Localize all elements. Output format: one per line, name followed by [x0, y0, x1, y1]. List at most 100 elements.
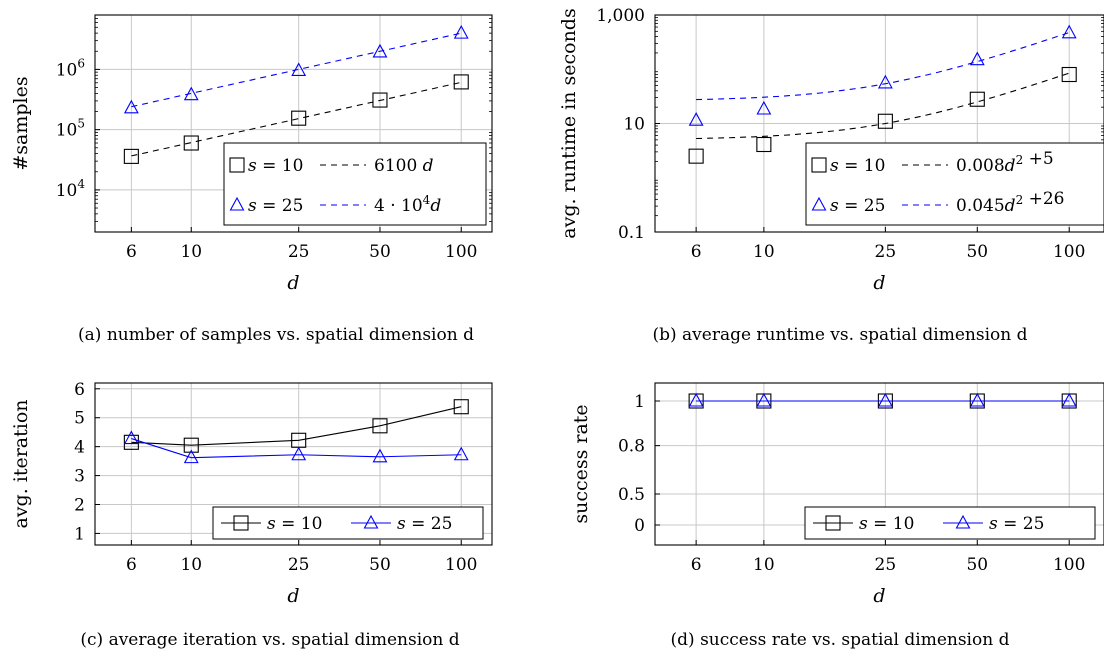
- x-tick-label: 100: [1053, 555, 1085, 575]
- legend: s = 10 s = 25: [212, 506, 484, 540]
- data-point: [453, 24, 469, 39]
- plot-frame: [94, 382, 493, 546]
- legend-label: s = 25: [397, 514, 452, 534]
- y-tick-label: 1: [74, 524, 85, 544]
- data-point: [453, 74, 469, 90]
- x-tick-label: 10: [753, 242, 775, 262]
- x-axis-label: d: [287, 272, 299, 294]
- fit-curve: [131, 32, 462, 108]
- data-point: [688, 148, 704, 164]
- data-point: [877, 74, 893, 89]
- data-point: [756, 100, 772, 115]
- data-point: [453, 399, 469, 415]
- data-point: [291, 110, 307, 126]
- y-tick-label: 1: [634, 392, 645, 412]
- panel-b-caption: (b) average runtime vs. spatial dimensio…: [652, 325, 1027, 345]
- x-tick-label: 25: [875, 555, 897, 575]
- legend-label: s = 25: [248, 196, 303, 216]
- x-tick-label: 6: [691, 555, 702, 575]
- legend-marker: [229, 196, 245, 211]
- y-tick-label: 1,000: [596, 6, 645, 26]
- x-tick-label: 50: [369, 555, 391, 575]
- data-point: [183, 437, 199, 453]
- y-tick-label: 4: [74, 438, 85, 458]
- data-point: [1061, 24, 1077, 39]
- data-point: [123, 430, 139, 445]
- x-tick-label: 50: [966, 242, 988, 262]
- plot-frame: [654, 382, 1104, 546]
- x-tick-label: 100: [445, 555, 477, 575]
- data-point: [372, 92, 388, 108]
- legend-marker: [811, 196, 827, 211]
- data-point: [123, 99, 139, 114]
- x-axis-label: d: [873, 585, 885, 607]
- data-point: [969, 51, 985, 66]
- data-point: [123, 148, 139, 164]
- data-point: [877, 113, 893, 129]
- x-tick-label: 50: [966, 555, 988, 575]
- legend-line-label: 4 · 104d: [374, 193, 441, 216]
- x-tick-label: 10: [753, 555, 775, 575]
- panel-d-caption: (d) success rate vs. spatial dimension d: [671, 630, 1010, 650]
- series-line: [131, 438, 462, 459]
- data-point: [183, 135, 199, 151]
- plot-frame: [94, 14, 493, 233]
- data-point: [453, 446, 469, 461]
- legend-label: s = 25: [989, 514, 1044, 534]
- x-axis-label: d: [873, 272, 885, 294]
- y-tick-label: 0: [634, 516, 645, 536]
- data-point: [183, 86, 199, 101]
- x-tick-label: 10: [180, 242, 202, 262]
- y-axis-label: success rate: [570, 404, 592, 523]
- legend: s = 10 s = 25: [804, 506, 1096, 540]
- legend-label: s = 10: [267, 514, 322, 534]
- data-point: [372, 418, 388, 434]
- y-tick-label: 3: [74, 467, 85, 487]
- panel-c-iteration: (c) average iteration vs. spatial dimens…: [10, 380, 493, 650]
- legend-line-label: 0.008d2 +5: [956, 149, 1054, 176]
- x-axis-label: d: [287, 585, 299, 607]
- x-tick-label: 6: [126, 555, 137, 575]
- data-point: [877, 392, 893, 407]
- legend-marker: [233, 515, 249, 531]
- y-tick-label: 104: [56, 177, 86, 201]
- y-tick-label: 2: [74, 496, 85, 516]
- y-tick-label: 0.8: [618, 437, 645, 457]
- legend-line-label: 6100 d: [374, 156, 434, 176]
- fit-curve: [696, 31, 1070, 101]
- legend-marker: [363, 514, 379, 529]
- panel-a-caption: (a) number of samples vs. spatial dimens…: [78, 325, 474, 345]
- y-axis-label: avg. runtime in seconds: [558, 8, 580, 238]
- series-line: [131, 406, 462, 446]
- data-point: [969, 392, 985, 407]
- y-tick-label: 0.5: [618, 485, 645, 505]
- data-point: [291, 62, 307, 77]
- legend-marker: [955, 514, 971, 529]
- legend-label: s = 10: [830, 156, 885, 176]
- panel-c-caption: (c) average iteration vs. spatial dimens…: [80, 630, 459, 650]
- y-tick-label: 5: [74, 409, 85, 429]
- x-tick-label: 25: [875, 242, 897, 262]
- fit-curve: [131, 81, 462, 157]
- panel-b-runtime: (b) average runtime vs. spatial dimensio…: [558, 6, 1104, 345]
- x-tick-label: 100: [445, 242, 477, 262]
- data-point: [688, 112, 704, 126]
- y-tick-label: 105: [56, 117, 85, 141]
- legend-box: [805, 142, 1104, 226]
- legend-marker: [229, 157, 245, 173]
- y-tick-label: 106: [56, 56, 85, 80]
- y-tick-label: 10: [623, 115, 645, 135]
- legend: s = 10 6100 d s = 25 4 · 104d: [223, 142, 487, 226]
- x-tick-label: 10: [180, 555, 202, 575]
- data-point: [756, 392, 772, 407]
- x-tick-label: 25: [288, 242, 310, 262]
- data-point: [1061, 392, 1077, 407]
- legend-marker: [825, 515, 841, 531]
- legend-box: [223, 142, 487, 226]
- x-tick-label: 100: [1053, 242, 1085, 262]
- x-tick-label: 6: [126, 242, 137, 262]
- legend: s = 10 0.008d2 +5 s = 25 0.045d2 +26: [805, 142, 1104, 226]
- legend-marker: [811, 157, 827, 173]
- x-tick-label: 25: [288, 555, 310, 575]
